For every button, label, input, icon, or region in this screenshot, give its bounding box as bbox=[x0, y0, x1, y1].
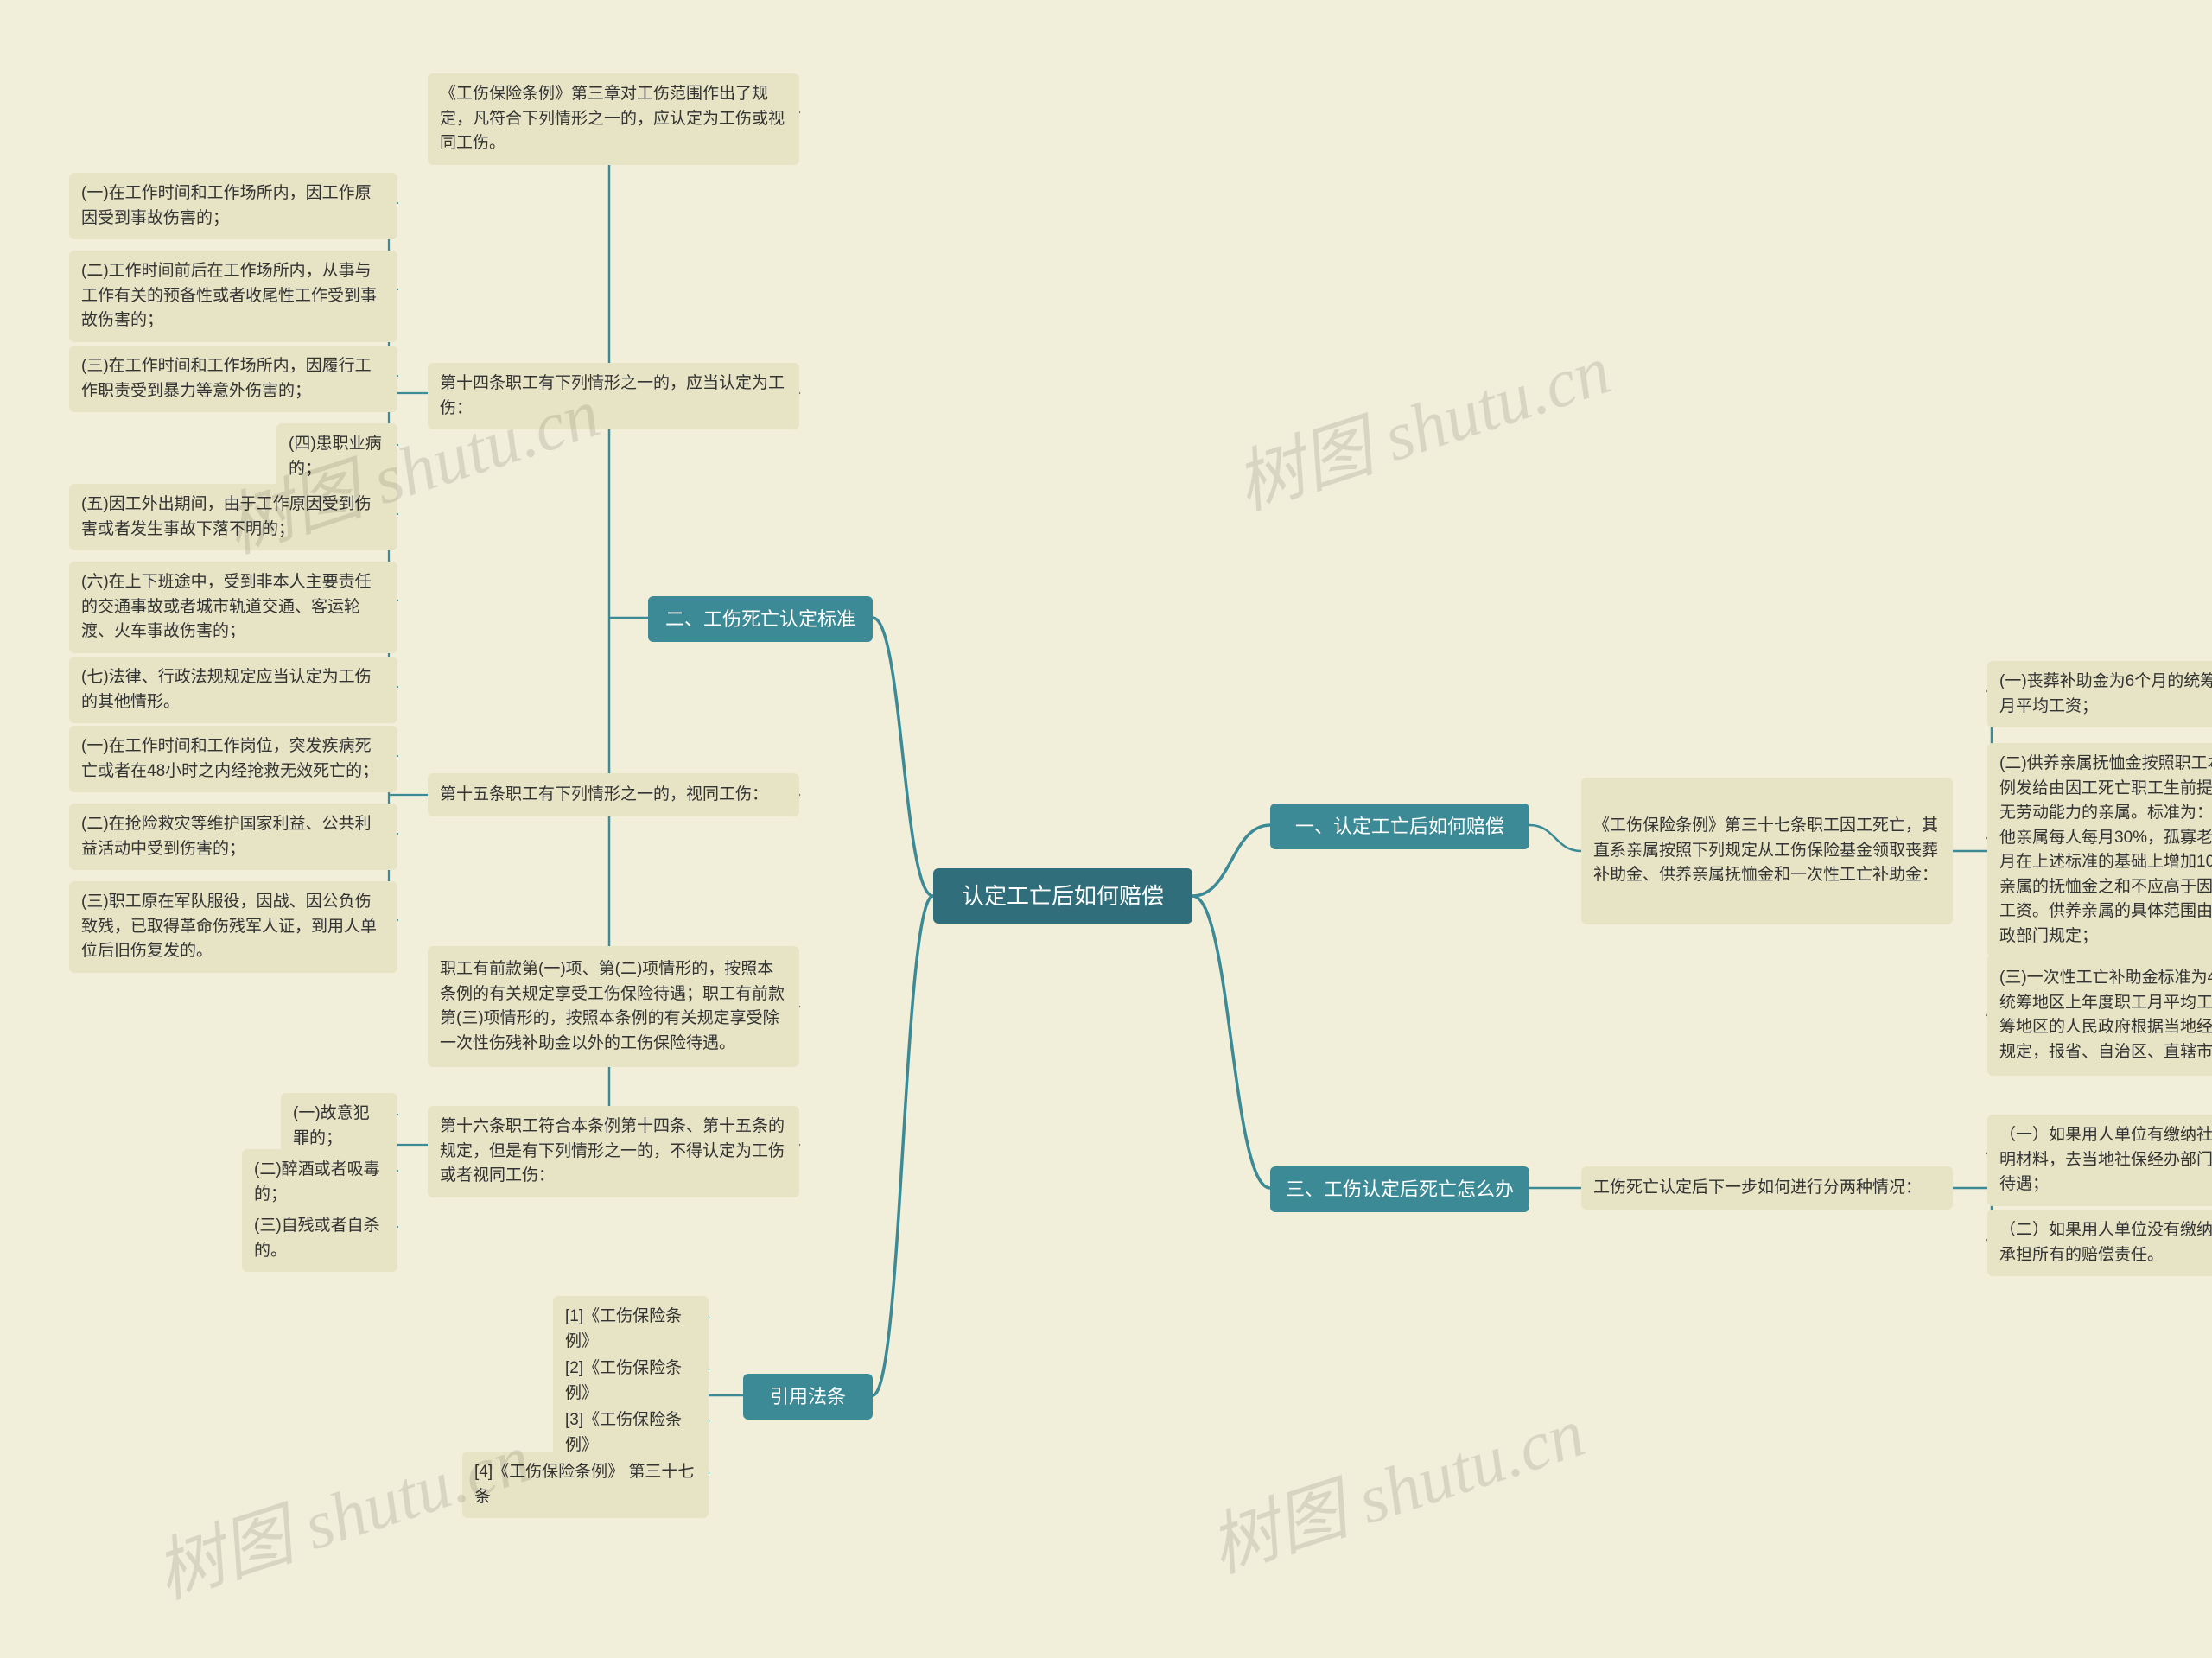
branch-r2: 三、工伤认定后死亡怎么办 bbox=[1270, 1166, 1529, 1212]
node-l1d: 职工有前款第(一)项、第(二)项情形的，按照本条例的有关规定享受工伤保险待遇；职… bbox=[428, 946, 799, 1067]
node-l1c: 第十五条职工有下列情形之一的，视同工伤： bbox=[428, 773, 799, 816]
node-r1a: 《工伤保险条例》第三十七条职工因工死亡，其直系亲属按照下列规定从工伤保险基金领取… bbox=[1581, 778, 1953, 924]
branch-r1: 一、认定工亡后如何赔偿 bbox=[1270, 804, 1529, 849]
mindmap-root: 认定工亡后如何赔偿 bbox=[933, 868, 1192, 924]
node-l1b1: (一)在工作时间和工作场所内，因工作原因受到事故伤害的； bbox=[69, 173, 397, 239]
node-r1a3: (三)一次性工亡补助金标准为48个月至60个月的统筹地区上年度职工月平均工资。具… bbox=[1987, 955, 2212, 1076]
node-l1e3: (三)自残或者自杀的。 bbox=[242, 1205, 397, 1272]
node-l1b7: (七)法律、行政法规规定应当认定为工伤的其他情形。 bbox=[69, 657, 397, 723]
node-r2a1: （一）如果用人单位有缴纳社保，则带上相关证明材料，去当地社保经办部门办理领取因工… bbox=[1987, 1115, 2212, 1206]
node-l1c3: (三)职工原在军队服役，因战、因公负伤致残，已取得革命伤残军人证，到用人单位后旧… bbox=[69, 881, 397, 973]
node-l1b3: (三)在工作时间和工作场所内，因履行工作职责受到暴力等意外伤害的； bbox=[69, 346, 397, 412]
node-r1a2: (二)供养亲属抚恤金按照职工本人工资的一定比例发给由因工死亡职工生前提供主要生活… bbox=[1987, 743, 2212, 957]
node-l1b5: (五)因工外出期间，由于工作原因受到伤害或者发生事故下落不明的； bbox=[69, 484, 397, 550]
branch-l2: 引用法条 bbox=[743, 1374, 873, 1420]
node-r1a1: (一)丧葬补助金为6个月的统筹地区上年度职工月平均工资； bbox=[1987, 661, 2212, 727]
node-l1c2: (二)在抢险救灾等维护国家利益、公共利益活动中受到伤害的； bbox=[69, 804, 397, 870]
branch-l1: 二、工伤死亡认定标准 bbox=[648, 596, 873, 642]
node-l1b6: (六)在上下班途中，受到非本人主要责任的交通事故或者城市轨道交通、客运轮渡、火车… bbox=[69, 562, 397, 653]
node-l1a: 《工伤保险条例》第三章对工伤范围作出了规定，凡符合下列情形之一的，应认定为工伤或… bbox=[428, 73, 799, 165]
node-l1b4: (四)患职业病的； bbox=[276, 423, 397, 490]
node-l1b2: (二)工作时间前后在工作场所内，从事与工作有关的预备性或者收尾性工作受到事故伤害… bbox=[69, 251, 397, 342]
node-r2a: 工伤死亡认定后下一步如何进行分两种情况： bbox=[1581, 1166, 1953, 1210]
node-l1c1: (一)在工作时间和工作岗位，突发疾病死亡或者在48小时之内经抢救无效死亡的； bbox=[69, 726, 397, 792]
node-l2d: [4]《工伤保险条例》 第三十七条 bbox=[462, 1452, 709, 1518]
node-l1e: 第十六条职工符合本条例第十四条、第十五条的规定，但是有下列情形之一的，不得认定为… bbox=[428, 1106, 799, 1197]
node-r2a2: （二）如果用人单位没有缴纳社保，由用人单位承担所有的赔偿责任。 bbox=[1987, 1210, 2212, 1276]
node-l1b: 第十四条职工有下列情形之一的，应当认定为工伤： bbox=[428, 363, 799, 429]
